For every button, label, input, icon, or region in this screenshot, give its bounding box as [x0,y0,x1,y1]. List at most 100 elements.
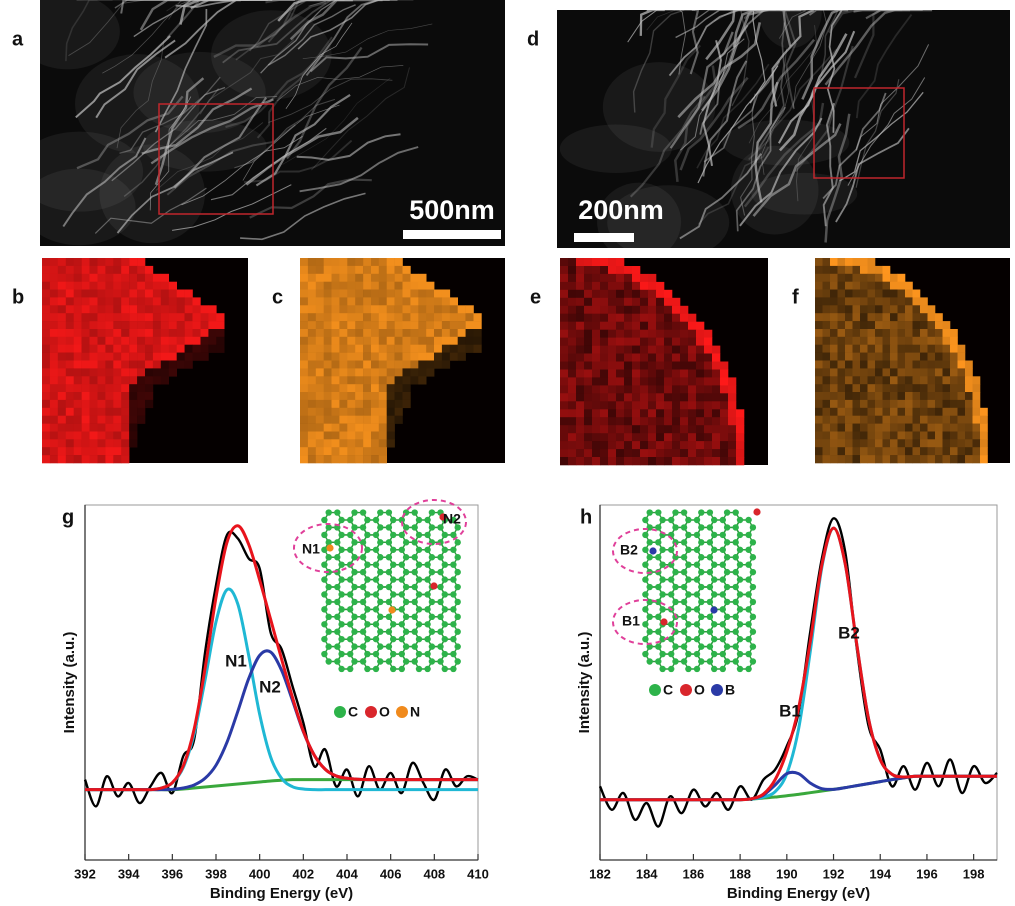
pixel [73,352,82,361]
carbon-atom [659,591,666,598]
carbon-atom [372,635,380,643]
carbon-atom [719,665,726,673]
carbon-atom [437,613,444,621]
pixel [89,368,98,377]
pixel [300,344,309,353]
pixel [852,297,861,306]
pixel [363,399,372,409]
fiber [677,22,762,119]
pixel [315,431,324,440]
carbon-atom [723,658,731,665]
pixel [81,289,90,298]
carbon-atom [685,650,692,658]
pixel [624,281,633,291]
pixel [980,423,988,432]
fiber [172,184,292,231]
pixel [97,407,106,416]
pixel [449,336,458,345]
pixel [905,344,913,353]
pixel [920,344,928,353]
pixel [632,353,641,362]
carbon-atom [390,516,397,524]
fiber [853,8,896,79]
pixel [121,384,130,393]
pixel [89,305,98,314]
carbon-atom [655,643,662,650]
pixel [728,409,737,418]
pixel [121,447,130,456]
pixel [852,431,861,440]
pixel [860,431,868,440]
carbon-atom [347,546,354,553]
carbon-atom [672,598,679,606]
pixel [331,360,340,369]
pixel [113,273,122,282]
pixel [830,455,838,464]
pixel [845,329,853,338]
pixel [728,449,737,458]
carbon-atom [732,628,739,635]
pixel [113,376,122,385]
carbon-atom [377,643,384,650]
site-label: B2 [620,542,638,558]
carbon-atom [642,621,649,628]
pixel [49,376,59,385]
pixel [680,337,689,346]
carbon-atom [711,561,718,568]
pixel [307,399,317,409]
pixel [89,360,98,369]
pixel [168,344,177,353]
pixel [632,385,641,394]
pixel [152,376,162,385]
carbon-atom [698,658,705,665]
fiber [282,77,391,165]
fiber [235,0,330,61]
pixel [927,455,936,464]
pixel [957,344,966,353]
pixel [49,281,59,290]
pixel [81,321,90,330]
pixel [331,281,340,290]
pixel [568,313,577,322]
pixel [216,313,225,322]
pixel [837,415,846,424]
legend-label: O [694,682,705,698]
pixel [441,336,451,345]
fiber [154,77,205,186]
carbon-atom [655,524,662,531]
pixel [339,344,348,353]
pixel [363,313,372,322]
pixel [576,281,585,291]
pixel [560,409,569,418]
sheet [75,54,200,154]
scale-label: 500nm [409,195,495,225]
carbon-atom [428,598,436,606]
carbon-atom [711,621,718,628]
fiber [779,9,797,110]
pixel [957,352,966,361]
pixel [656,297,665,307]
carbon-atom [680,509,688,516]
pixel [927,321,936,330]
pixel [568,393,577,402]
pixel [129,313,138,322]
pixel [920,439,928,448]
pixel [323,336,332,345]
pixel [121,329,130,338]
pixel [664,353,673,362]
pixel [121,297,130,306]
pixel [728,385,737,394]
pixel [972,392,981,401]
pixel [688,353,697,362]
pixel [378,431,387,440]
pixel [568,401,577,410]
pixel [97,265,106,275]
pixel [584,457,593,466]
pixel [632,337,641,346]
carbon-atom [693,561,701,568]
pixel [42,431,51,440]
carbon-atom [364,650,371,658]
pixel [371,407,380,416]
carbon-atom [424,591,431,598]
pixel [852,352,861,361]
